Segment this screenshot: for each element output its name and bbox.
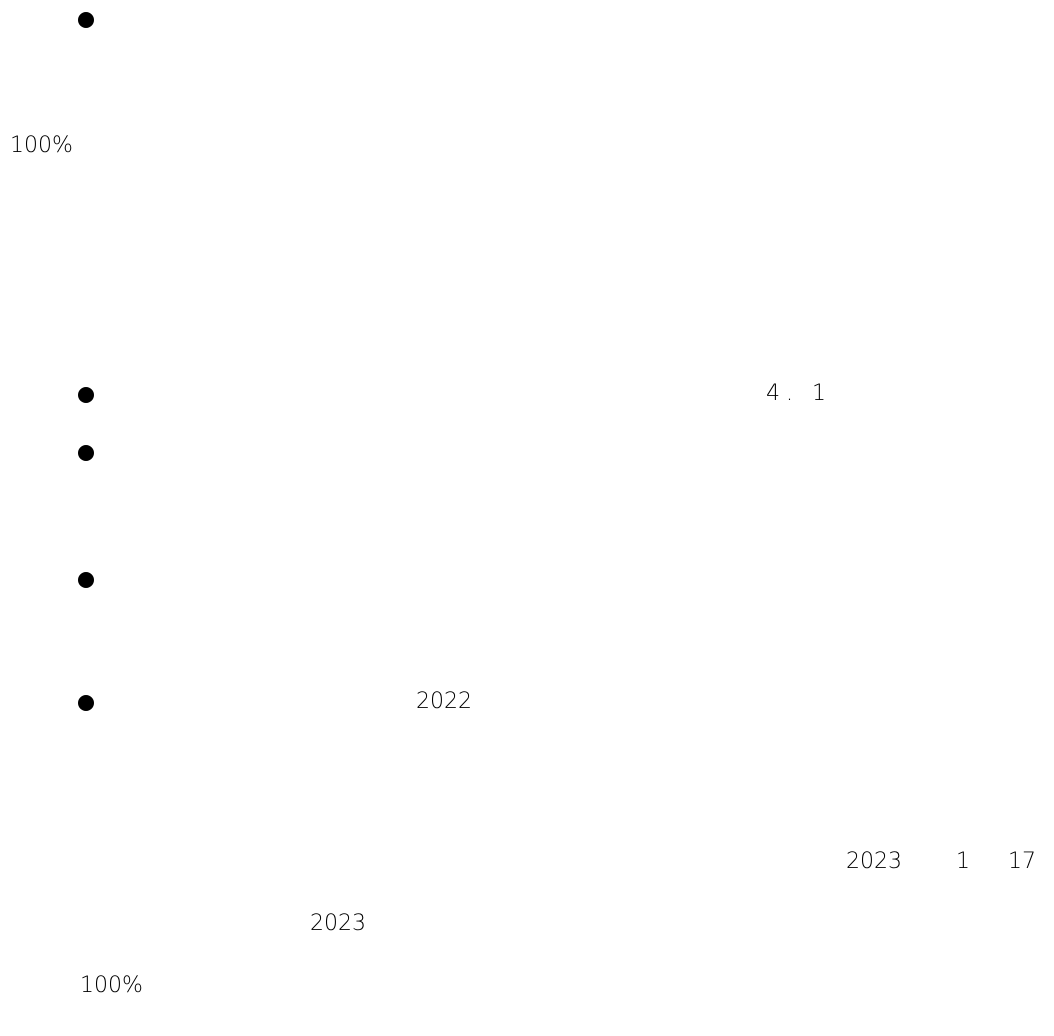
list-bullet-4: [78, 572, 94, 588]
list-bullet-5: [78, 695, 94, 711]
date-month: 1: [956, 849, 970, 874]
section-number: 4. 1: [766, 381, 832, 406]
list-year: 2022: [416, 689, 472, 714]
date-year: 2023: [846, 849, 902, 874]
footer-year: 2023: [310, 911, 366, 936]
list-bullet-2: [78, 387, 94, 403]
date-day: 17: [1008, 849, 1036, 874]
footer-percent: 100%: [80, 973, 143, 998]
paragraph-percent: 100%: [10, 133, 73, 158]
list-bullet-3: [78, 445, 94, 461]
list-bullet-1: [78, 12, 94, 28]
